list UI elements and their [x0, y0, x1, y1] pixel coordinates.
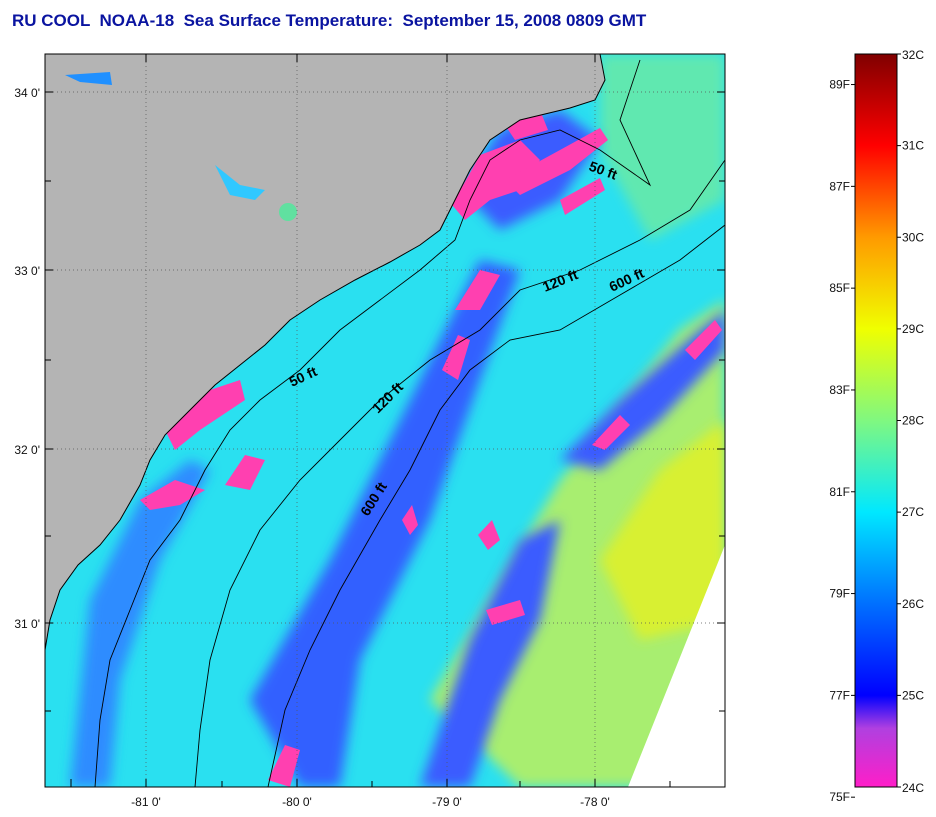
lat-label-31: 31 0'	[14, 617, 40, 631]
colorbar-celsius-label: 28C	[902, 414, 924, 428]
inland-water	[215, 165, 265, 200]
colorbar-celsius-label: 25C	[902, 688, 924, 702]
lat-label-34: 34 0'	[14, 86, 40, 100]
contour-600ft	[267, 224, 725, 787]
colorbar-fahrenheit-label: 79F	[829, 587, 850, 601]
colorbar-celsius-label: 24C	[902, 781, 924, 795]
graticule	[45, 54, 725, 787]
colorbar-celsius-label: 31C	[902, 139, 924, 153]
colorbar-celsius-ticks: 32C 31C 30C 29C 28C 27C 26C 25C 24C	[897, 48, 924, 795]
cool-band-shelf-edge	[250, 260, 520, 787]
colorbar-celsius-label: 30C	[902, 230, 924, 244]
colorbar-fahrenheit-ticks: 89F 87F 85F 83F 81F 79F 77F 75F	[829, 78, 855, 804]
colorbar-fahrenheit-label: 85F	[829, 281, 850, 295]
colorbar-fahrenheit-label: 81F	[829, 485, 850, 499]
colorbar-fahrenheit-label: 87F	[829, 179, 850, 193]
cool-band-offshore	[420, 520, 560, 787]
colorbar-gradient	[854, 53, 898, 788]
map-frame	[44, 53, 726, 788]
contour-120ft	[194, 159, 725, 787]
no-data-region	[628, 545, 725, 787]
lon-label-81: -81 0'	[131, 795, 161, 809]
coastline	[45, 54, 606, 651]
northeast-water	[600, 54, 725, 240]
lat-label-32: 32 0'	[14, 443, 40, 457]
inland-lake	[279, 203, 297, 221]
land-mass	[45, 54, 605, 650]
colorbar-celsius-label: 29C	[902, 322, 924, 336]
cool-band-east	[560, 310, 725, 470]
figure-title: RU COOL NOAA-18 Sea Surface Temperature:…	[12, 11, 647, 30]
map-area: 50 ft 50 ft 120 ft 120 ft 600 ft 600 ft	[45, 54, 725, 787]
lon-label-78: -78 0'	[580, 795, 610, 809]
colorbar-celsius-label: 32C	[902, 48, 924, 62]
nearshore-cool-band	[70, 460, 210, 787]
colorbar-fahrenheit-label: 89F	[829, 78, 850, 92]
colorbar-fahrenheit-label: 77F	[829, 688, 850, 702]
lon-label-79: -79 0'	[432, 795, 462, 809]
lat-label-33: 33 0'	[14, 264, 40, 278]
warmest-water-region	[600, 420, 725, 640]
contour-50ft	[94, 59, 652, 787]
colorbar-fahrenheit-label: 83F	[829, 383, 850, 397]
lon-label-80: -80 0'	[282, 795, 312, 809]
frame-ticks	[45, 54, 725, 787]
colorbar-celsius-label: 27C	[902, 505, 924, 519]
colorbar: 32C 31C 30C 29C 28C 27C 26C 25C 24C 89F 87F 85F 83F…	[829, 48, 924, 804]
colorbar-fahrenheit-label: 75F	[829, 790, 850, 804]
inland-water-north	[65, 72, 112, 85]
colorbar-celsius-label: 26C	[902, 597, 924, 611]
